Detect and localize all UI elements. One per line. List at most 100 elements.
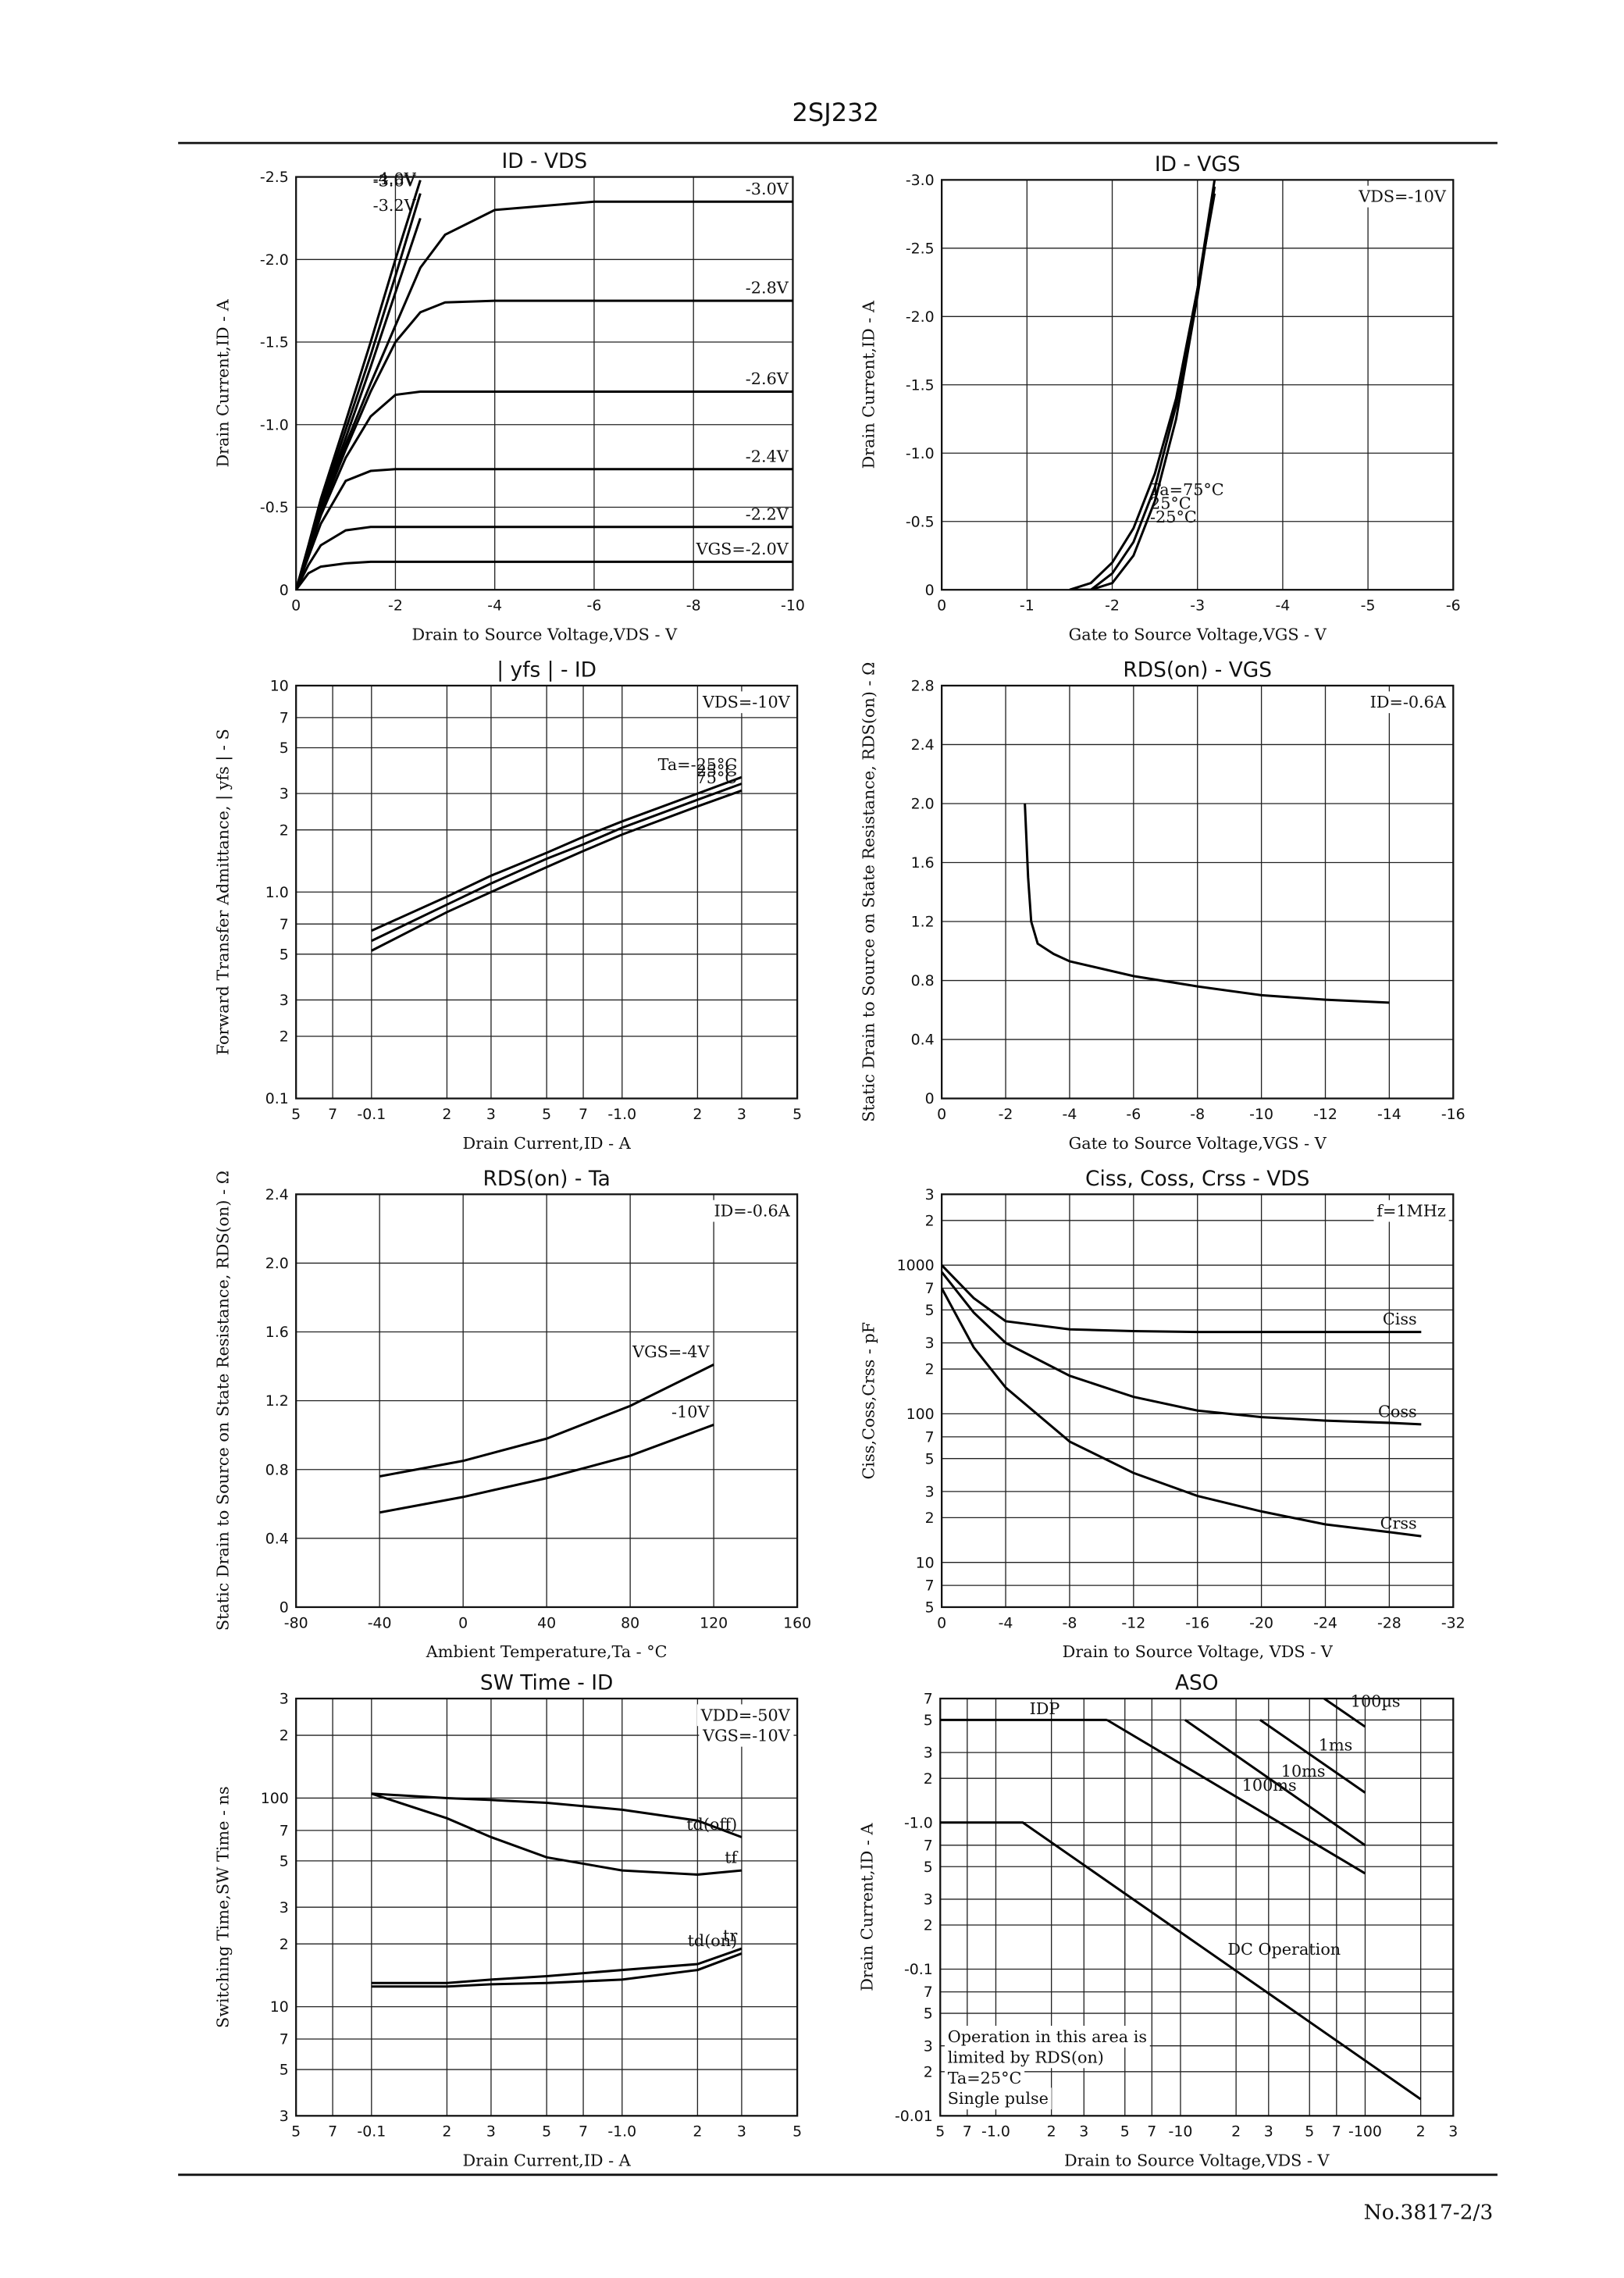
y-tick-label: 5 [280,1853,289,1870]
series-line [296,526,793,590]
series-label: VGS=-4V [632,1342,710,1361]
y-axis-label: Ciss,Coss,Crss - pF [859,1322,878,1480]
x-tick-label: -0.1 [357,2123,386,2141]
y-tick-label: 7 [925,1280,935,1297]
y-tick-label: 7 [280,916,289,933]
series-label: -4.0V [373,169,417,188]
x-tick-label: -8 [686,597,701,615]
annotation-bg [944,2026,1150,2048]
x-axis-label: Drain to Source Voltage, VDS - V [1063,1642,1334,1661]
x-tick-label: 160 [783,1614,811,1631]
y-tick-label: 2.8 [911,678,935,695]
plot-frame [295,1697,799,2117]
annotation-bg [944,2087,1052,2110]
y-tick-label: -2.0 [260,251,289,269]
x-tick-label: 7 [1332,2123,1341,2141]
series-line [1106,1719,1366,1875]
x-tick-label: 2 [693,2123,702,2141]
series-line [1070,180,1216,590]
y-tick-label: 3 [924,1891,933,1909]
chart-title: | yfs | - ID [497,658,597,683]
series-line [942,1271,1422,1426]
y-tick-label: 1000 [897,1257,935,1274]
y-tick-label: 3 [280,1899,289,1916]
y-tick-label: 3 [280,786,289,803]
x-tick-label: 7 [963,2123,972,2141]
y-tick-label: 2 [924,1770,933,1788]
y-axis-label: Drain Current,ID - A [859,300,878,469]
x-tick-label: -4 [1275,597,1290,615]
x-tick-label: 7 [328,1106,337,1123]
annotation-bg [944,2066,1025,2089]
series-label: -2.8V [746,279,789,298]
series-label: -3.2V [373,196,417,215]
y-tick-label: -1.0 [260,416,289,433]
y-tick-label: -2.5 [260,169,289,186]
chart-title: RDS(on) - Ta [483,1167,611,1191]
x-tick-label: 3 [1448,2123,1458,2141]
x-tick-label: 0 [458,1614,468,1631]
series-label: -2.2V [746,504,789,523]
series-label: -3.6V [373,171,417,190]
chart: ID - VDS Drain to Source Voltage,VDS - V D… [213,149,805,643]
series-line [296,180,422,590]
y-tick-label: 7 [280,2031,289,2048]
x-axis-label: Drain to Source Voltage,VDS - V [412,625,678,643]
x-tick-label: -40 [368,1614,392,1631]
series-label: -10V [671,1403,710,1421]
series-line [296,468,793,590]
chart-title: Ciss, Coss, Crss - VDS [1085,1167,1309,1191]
y-tick-label: 7 [924,1837,933,1854]
series-line [379,1423,714,1514]
series-line [371,1947,743,1984]
y-tick-label: -2.0 [906,308,935,326]
y-tick-label: 7 [925,1428,935,1446]
x-tick-label: 5 [291,2123,301,2141]
y-tick-label: 5 [925,1450,935,1467]
y-tick-label: 3 [280,992,289,1009]
y-tick-label: 3 [925,1335,935,1352]
annotation: VDS=-10V [702,693,791,711]
chart: ID - VGS Gate to Source Voltage,VGS - V Dr… [859,152,1460,643]
series-line [371,1952,743,1988]
annotation: Ta=25°C [948,2069,1022,2087]
annotation: VDS=-10V [1358,187,1447,206]
series-label: Coss [1378,1402,1417,1421]
series-line [371,789,743,952]
x-tick-label: 5 [1305,2123,1314,2141]
x-tick-label: -12 [1121,1614,1145,1631]
y-tick-label: 10 [916,1554,935,1571]
y-tick-label: 0 [925,582,935,599]
series-label: -25°C [1150,508,1197,526]
x-tick-label: -2 [1105,597,1120,615]
y-tick-label: 2 [280,1028,289,1046]
x-tick-label: 3 [737,2123,746,2141]
x-tick-label: 2 [442,1106,451,1123]
x-tick-label: 3 [1079,2123,1088,2141]
x-tick-label: 5 [792,1106,802,1123]
annotation-bg [699,691,794,714]
series-label: Ciss [1383,1310,1417,1328]
x-tick-label: 80 [621,1614,639,1631]
y-tick-label: 7 [924,1691,933,1708]
series-label: 100ms [1242,1776,1297,1795]
series-label: Ta=-25°C [658,755,738,774]
x-tick-label: 0 [291,597,301,615]
x-tick-label: -6 [1126,1106,1141,1123]
chart-title: RDS(on) - VGS [1123,658,1272,683]
y-tick-label: 0.4 [911,1032,935,1049]
x-tick-label: 7 [579,2123,588,2141]
y-tick-label: 2 [280,1936,289,1953]
x-axis-label: Gate to Source Voltage,VGS - V [1069,625,1327,643]
x-tick-label: 2 [1047,2123,1056,2141]
x-tick-label: 3 [486,1106,496,1123]
y-axis-label: Static Drain to Source on State Resistan… [859,662,878,1122]
y-tick-label: 2 [280,1727,289,1745]
x-tick-label: -14 [1377,1106,1401,1123]
series-line [371,1792,743,1876]
series-label: 75°C [696,768,738,787]
series-label: 25°C [696,761,738,780]
annotation: ID=-0.6A [714,1202,790,1221]
chart-title: ID - VDS [501,149,587,173]
